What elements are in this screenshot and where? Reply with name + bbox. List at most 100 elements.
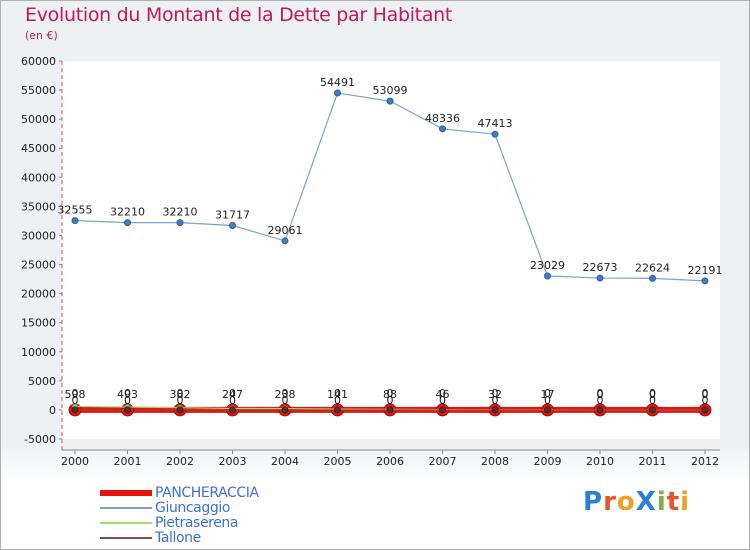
data-label-pietraserena: 141 [327, 388, 348, 401]
data-label-pancheraccia: 0 [229, 394, 236, 407]
legend-label-pancheraccia: PANCHERACCIA [155, 485, 259, 501]
y-tick-label: 50000 [21, 113, 56, 126]
data-label-tallone: 0 [334, 387, 341, 400]
data-point-tallone [439, 406, 446, 414]
data-label-giuncaggio: 54491 [320, 76, 355, 89]
data-label-pancheraccia: 0 [439, 394, 446, 407]
data-point-giuncaggio [334, 89, 341, 97]
data-point-tallone [544, 406, 551, 414]
x-tick-label: 2008 [481, 455, 509, 468]
y-tick-label: 25000 [21, 259, 56, 272]
data-point-giuncaggio [439, 125, 446, 133]
legend-swatch-giuncaggio [100, 507, 152, 509]
data-point-giuncaggio [281, 237, 289, 245]
logo-letter: X [635, 487, 657, 517]
x-tick-label: 2003 [219, 455, 247, 468]
x-tick-label: 2006 [376, 455, 404, 468]
data-label-tallone: 0 [177, 387, 184, 400]
data-label-pietraserena: 247 [222, 388, 243, 401]
data-label-tallone: 0 [387, 387, 394, 400]
data-label-tallone: 0 [649, 387, 656, 400]
data-point-giuncaggio [71, 217, 79, 225]
legend-label-pietraserena: Pietraserena [155, 515, 239, 531]
data-label-giuncaggio: 32210 [163, 206, 198, 219]
x-tick-label: 2009 [534, 455, 562, 468]
data-label-pancheraccia: 0 [177, 394, 184, 407]
logo-letter: P [583, 487, 604, 517]
data-label-giuncaggio: 22191 [688, 264, 723, 277]
legend-swatch-pietraserena [100, 522, 152, 524]
data-point-tallone [334, 406, 341, 414]
data-label-tallone: 0 [439, 387, 446, 400]
data-point-tallone [491, 406, 499, 414]
data-label-pancheraccia: 0 [72, 394, 79, 407]
data-point-tallone [124, 406, 131, 414]
data-point-giuncaggio [544, 272, 551, 280]
y-tick-label: 20000 [21, 288, 56, 301]
y-tick-label: 30000 [21, 229, 56, 242]
x-tick-label: 2010 [586, 455, 614, 468]
data-label-tallone: 0 [72, 387, 79, 400]
data-point-giuncaggio [701, 277, 709, 285]
data-label-pietraserena: 0 [702, 388, 709, 401]
data-label-pietraserena: 0 [649, 388, 656, 401]
legend-swatch-tallone [100, 537, 152, 539]
chart-subtitle: (en €) [25, 29, 58, 42]
legend-label-giuncaggio: Giuncaggio [155, 500, 230, 516]
logo-letter: o [616, 487, 636, 517]
proxiti-logo: ProXiti [583, 487, 690, 517]
data-point-tallone [176, 406, 184, 414]
y-tick-label: 35000 [21, 200, 56, 213]
y-tick-label: 45000 [21, 142, 56, 155]
data-label-giuncaggio: 23029 [530, 259, 565, 272]
data-point-tallone [701, 406, 709, 414]
x-tick-label: 2002 [166, 455, 194, 468]
data-label-pancheraccia: 0 [597, 394, 604, 407]
data-label-tallone: 0 [124, 387, 131, 400]
data-label-giuncaggio: 32555 [58, 204, 93, 217]
data-label-pietraserena: 382 [170, 388, 191, 401]
data-label-giuncaggio: 48336 [425, 112, 460, 125]
data-point-giuncaggio [124, 219, 131, 227]
logo-letter: i [680, 487, 691, 517]
logo-letter: i [656, 487, 667, 517]
data-label-pietraserena: 238 [275, 388, 296, 401]
data-label-pancheraccia: 0 [124, 394, 131, 407]
x-tick-label: 2001 [114, 455, 142, 468]
data-label-pancheraccia: 0 [282, 394, 289, 407]
plot-area [62, 61, 720, 439]
data-point-giuncaggio [229, 221, 236, 229]
y-tick-label: 55000 [21, 84, 56, 97]
data-label-tallone: 0 [544, 387, 551, 400]
y-tick-label: 5000 [28, 375, 56, 388]
legend-swatch-pancheraccia [100, 490, 152, 496]
x-tick-label: 2012 [691, 455, 719, 468]
data-point-tallone [71, 406, 79, 414]
x-tick-label: 2007 [429, 455, 457, 468]
data-label-giuncaggio: 29061 [268, 224, 303, 237]
data-label-pietraserena: 17 [541, 388, 555, 401]
data-label-pancheraccia: 0 [544, 394, 551, 407]
data-point-giuncaggio [596, 274, 604, 282]
y-tick-label: -5000 [24, 433, 56, 446]
data-label-pietraserena: 88 [383, 388, 397, 401]
data-label-tallone: 0 [229, 387, 236, 400]
data-label-pancheraccia: 0 [702, 394, 709, 407]
y-tick-label: 15000 [21, 317, 56, 330]
data-label-pietraserena: 32 [488, 388, 502, 401]
data-label-pancheraccia: 0 [492, 394, 499, 407]
chart-title: Evolution du Montant de la Dette par Hab… [25, 4, 453, 26]
data-label-giuncaggio: 53099 [373, 84, 408, 97]
logo-letter: r [603, 487, 617, 517]
data-label-giuncaggio: 32210 [110, 206, 145, 219]
x-tick-label: 2011 [639, 455, 667, 468]
data-label-giuncaggio: 22673 [583, 261, 618, 274]
data-point-tallone [229, 406, 236, 414]
data-point-giuncaggio [491, 130, 499, 138]
logo-letter: t [666, 487, 681, 517]
data-point-tallone [649, 406, 656, 414]
data-label-pietraserena: 0 [597, 388, 604, 401]
data-point-tallone [596, 406, 604, 414]
data-point-giuncaggio [176, 219, 184, 227]
